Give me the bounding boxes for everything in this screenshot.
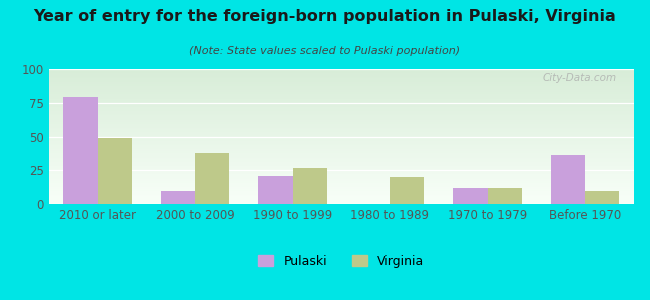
Bar bbox=[454, 188, 488, 204]
Bar bbox=[161, 190, 195, 204]
Bar bbox=[585, 190, 619, 204]
Text: (Note: State values scaled to Pulaski population): (Note: State values scaled to Pulaski po… bbox=[189, 46, 461, 56]
Text: City-Data.com: City-Data.com bbox=[542, 73, 616, 83]
Bar bbox=[98, 138, 131, 204]
Bar bbox=[390, 177, 424, 204]
Bar bbox=[551, 155, 585, 204]
Bar bbox=[488, 188, 521, 204]
Legend: Pulaski, Virginia: Pulaski, Virginia bbox=[258, 255, 424, 268]
Bar bbox=[259, 176, 292, 204]
Bar bbox=[292, 167, 326, 204]
Bar bbox=[195, 153, 229, 204]
Bar bbox=[64, 97, 98, 204]
Text: Year of entry for the foreign-born population in Pulaski, Virginia: Year of entry for the foreign-born popul… bbox=[34, 9, 616, 24]
